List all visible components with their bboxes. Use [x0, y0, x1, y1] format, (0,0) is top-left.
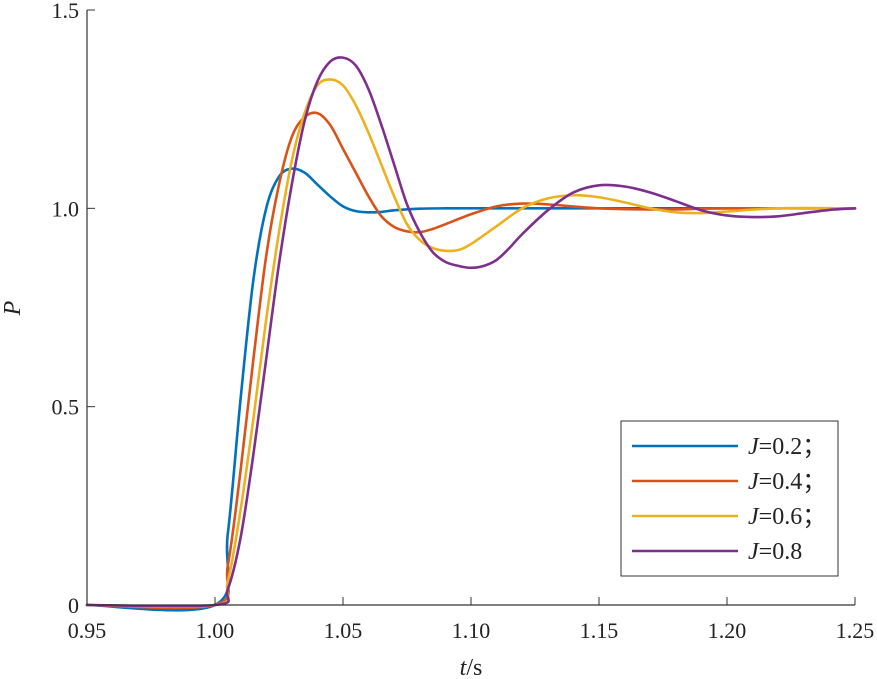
legend-label-1: J=0.2； [748, 434, 826, 460]
legend-label-value: =0.4； [759, 469, 827, 495]
y-tick-label: 1.0 [52, 196, 80, 221]
x-tick-label: 1.10 [452, 618, 491, 643]
x-tick-label: 1.15 [580, 618, 619, 643]
y-tick-label: 0.5 [52, 395, 80, 420]
y-ticks: 0 0.5 1.0 1.5 [52, 0, 95, 618]
legend-label-3: J=0.6； [748, 504, 826, 530]
x-tick-label: 1.00 [196, 618, 235, 643]
x-tick-label: 1.20 [708, 618, 747, 643]
series-line-1 [85, 167, 857, 612]
legend-label-var: J [748, 469, 760, 495]
legend-label-value: =0.6； [759, 504, 827, 530]
series-line-2 [85, 111, 857, 610]
y-tick-label: 1.5 [52, 0, 80, 23]
legend-label-var: J [748, 539, 760, 565]
legend-label-4: J=0.8 [748, 539, 802, 565]
series-group [85, 56, 857, 612]
legend-label-var: J [748, 434, 760, 460]
x-axis-label-var: t [460, 655, 468, 679]
x-axis-label-unit: /s [466, 655, 482, 679]
x-tick-label: 1.25 [836, 618, 875, 643]
x-tick-label: 0.95 [68, 618, 107, 643]
legend: J=0.2；J=0.4；J=0.6；J=0.8 [620, 420, 839, 577]
legend-label-2: J=0.4； [748, 469, 826, 495]
y-tick-label: 0 [68, 593, 79, 618]
y-axis-label: P [0, 300, 26, 316]
legend-label-var: J [748, 504, 760, 530]
series-line-4 [85, 56, 857, 608]
x-tick-label: 1.05 [324, 618, 363, 643]
x-ticks: 0.95 1.00 1.05 1.10 1.15 1.20 1.25 [68, 597, 875, 643]
legend-label-value: =0.8 [759, 539, 803, 565]
x-axis-label: t/s [460, 655, 483, 679]
series-line-3 [85, 78, 857, 609]
legend-label-value: =0.2； [759, 434, 827, 460]
